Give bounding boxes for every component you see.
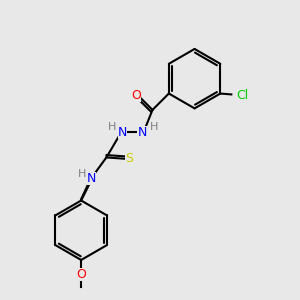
Text: S: S — [125, 152, 133, 165]
Text: H: H — [108, 122, 116, 132]
Text: Cl: Cl — [237, 88, 249, 101]
Text: N: N — [137, 126, 147, 139]
Text: H: H — [78, 169, 86, 179]
Text: H: H — [150, 122, 158, 132]
Text: O: O — [76, 268, 86, 281]
Text: O: O — [131, 88, 141, 101]
Text: N: N — [118, 126, 128, 139]
Text: N: N — [87, 172, 96, 185]
